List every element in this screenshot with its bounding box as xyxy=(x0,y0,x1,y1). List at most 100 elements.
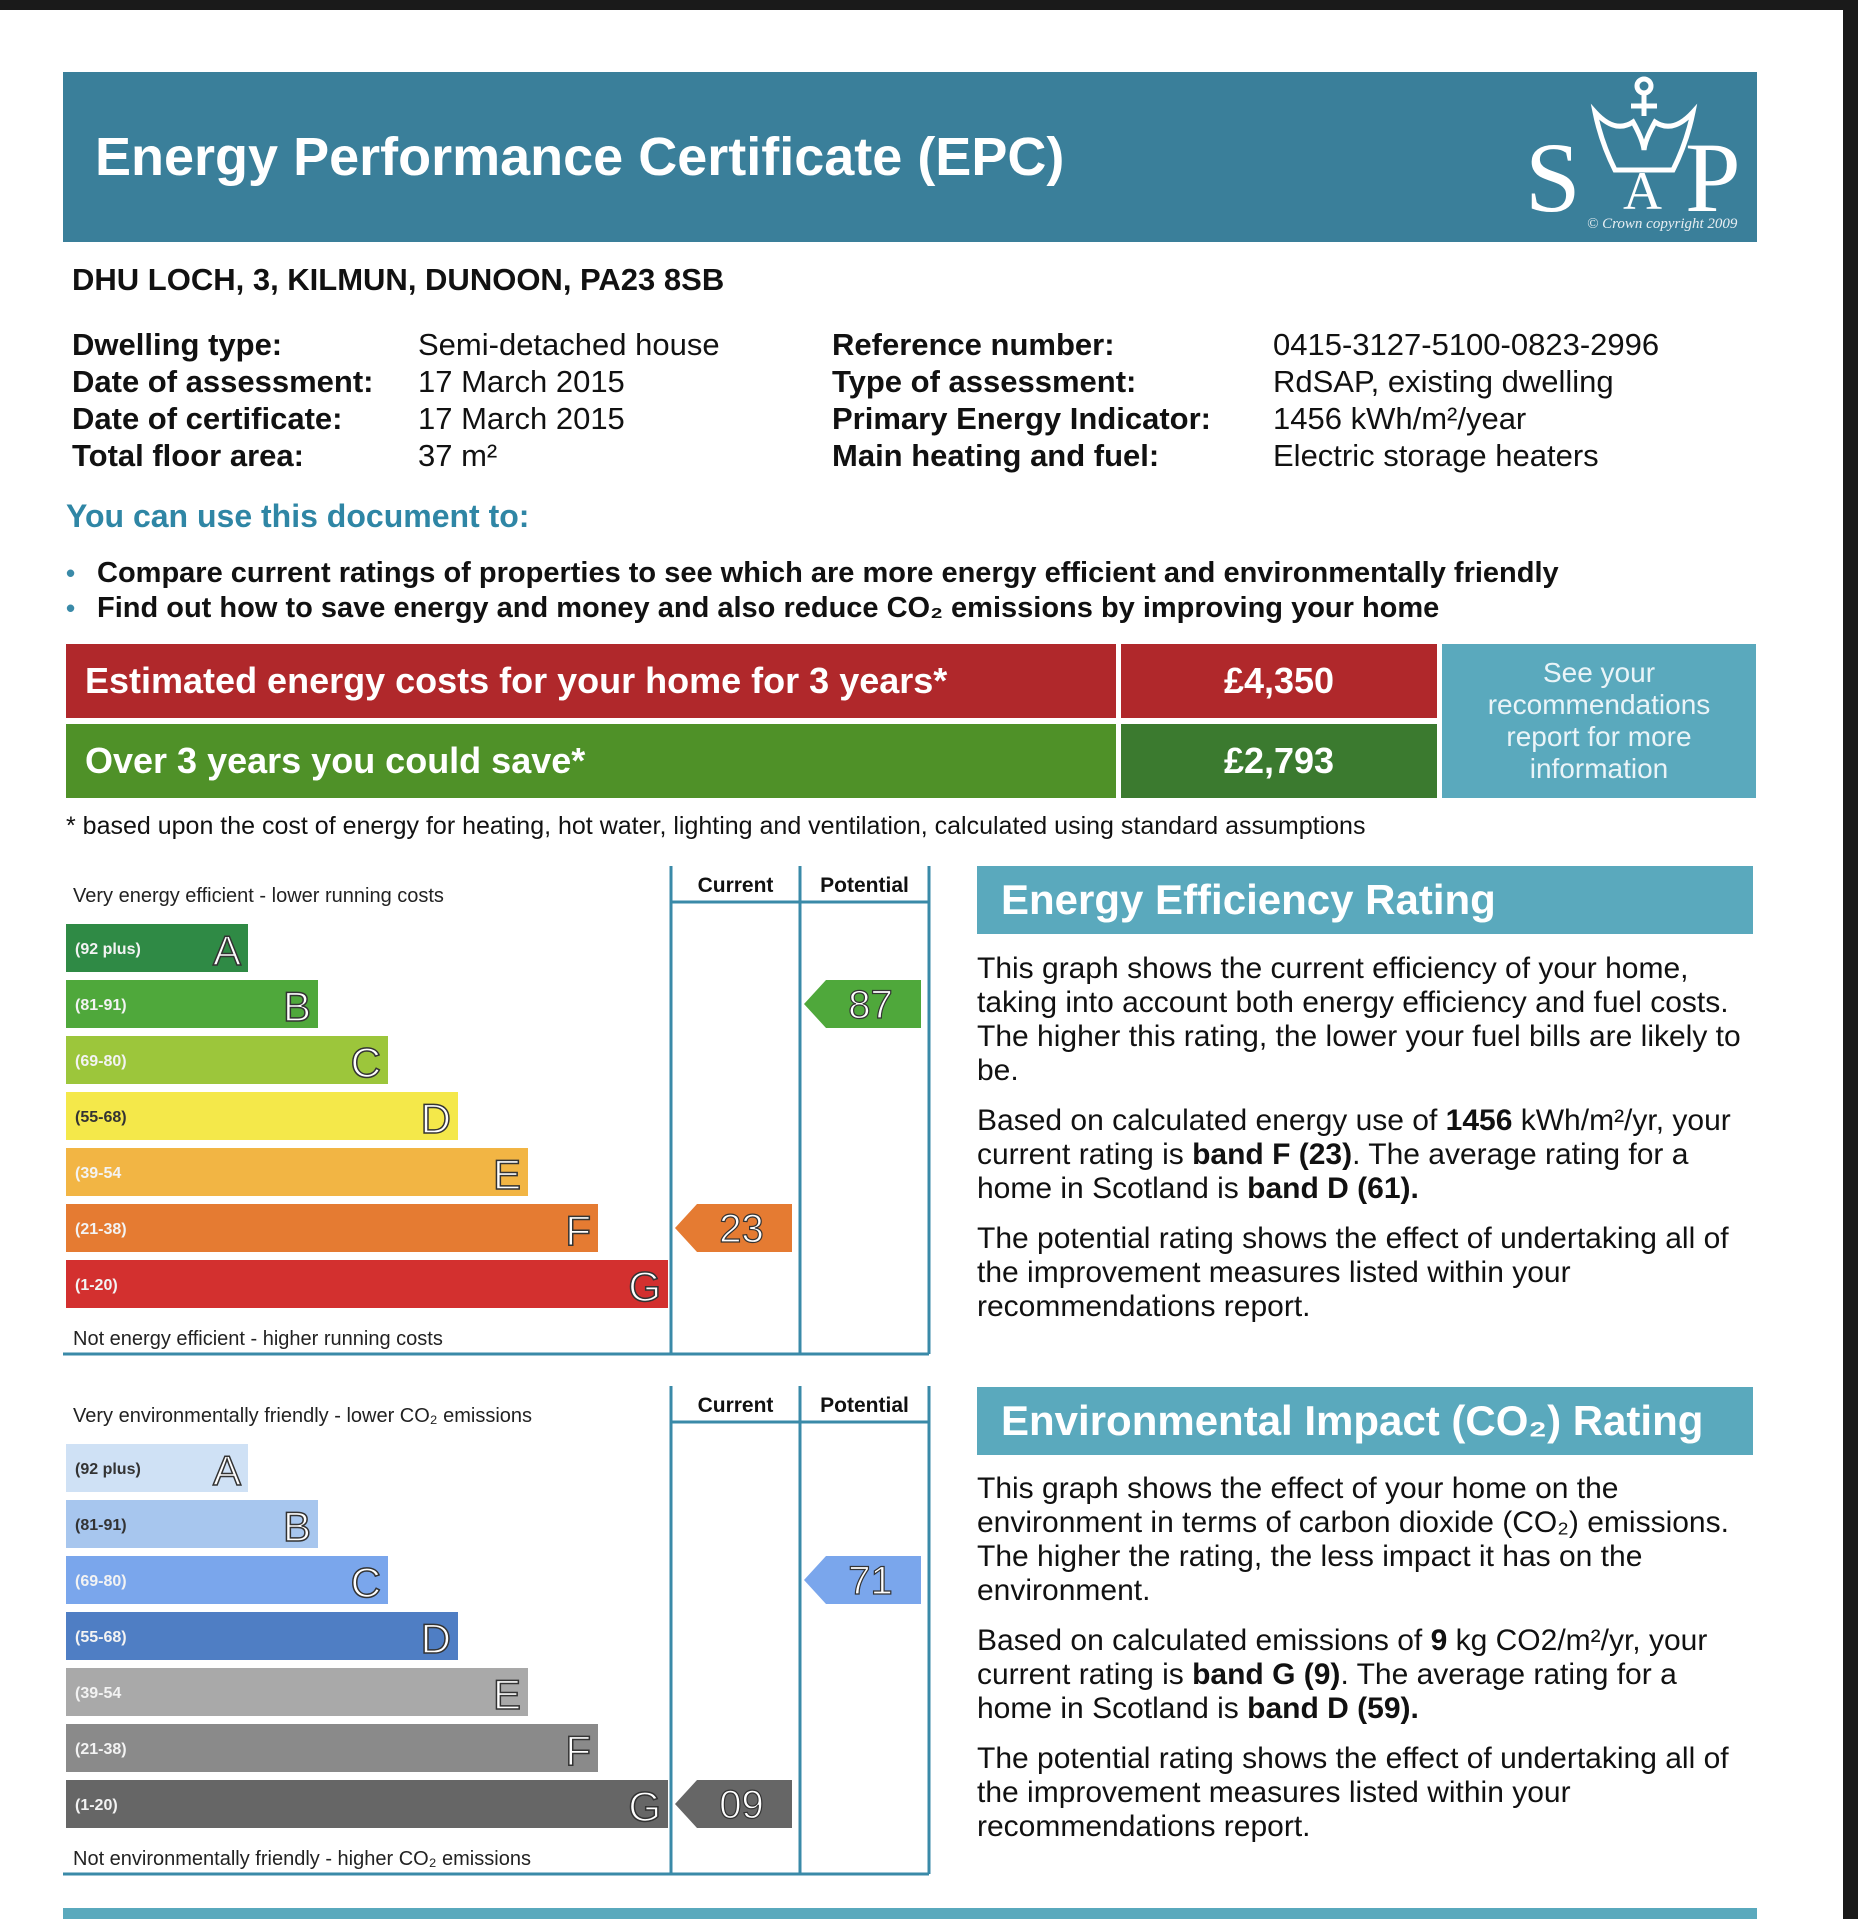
energy-band-b xyxy=(66,980,318,1028)
sap-letter-a: A xyxy=(1623,161,1662,221)
date-certificate-label: Date of certificate: xyxy=(72,401,343,436)
environmental-impact-description: This graph shows the effect of your home… xyxy=(977,1472,1757,1860)
primary-energy-label: Primary Energy Indicator: xyxy=(832,401,1212,436)
see-recommendations-box: See your recommendations report for more… xyxy=(1442,644,1756,798)
eer-paragraph-2: Based on calculated energy use of 1456 k… xyxy=(977,1104,1757,1206)
energy-band-range-a: (92 plus) xyxy=(75,941,141,958)
energy-band-letter-d: D xyxy=(421,1095,451,1142)
env-top-label: Very environmentally friendly - lower CO… xyxy=(73,1405,532,1427)
energy-band-d xyxy=(66,1092,458,1140)
right-border xyxy=(1843,0,1858,1919)
eer-p2-text-c: kWh/m²/yr, your current rating is xyxy=(977,1104,1731,1171)
use-document-heading: You can use this document to: xyxy=(66,498,530,534)
env-band-f xyxy=(66,1724,598,1772)
energy-top-label: Very energy efficient - lower running co… xyxy=(73,885,444,907)
energy-band-range-g: (1-20) xyxy=(75,1277,118,1294)
energy-band-g xyxy=(66,1260,668,1308)
savings-label: Over 3 years you could save* xyxy=(66,724,1116,798)
use-bullet-save: Find out how to save energy and money an… xyxy=(66,591,1559,626)
assessment-type-label: Type of assessment: xyxy=(832,364,1137,399)
epc-header: Energy Performance Certificate (EPC) S A… xyxy=(63,72,1757,242)
cost-footnote: * based upon the cost of energy for heat… xyxy=(66,812,1366,840)
energy-band-e xyxy=(66,1148,528,1196)
details-left-values: Semi-detached house 17 March 2015 17 Mar… xyxy=(418,326,720,474)
estimated-cost-label: Estimated energy costs for your home for… xyxy=(66,644,1116,718)
env-band-letter-d: D xyxy=(421,1615,451,1662)
eir-emissions: 9 xyxy=(1430,1624,1448,1657)
eir-p2-text-a: Based on calculated emissions of xyxy=(977,1624,1431,1657)
env-band-a xyxy=(66,1444,248,1492)
env-current-header: Current xyxy=(698,1394,774,1417)
floor-area-value: 37 m² xyxy=(418,438,498,473)
env-band-letter-g: G xyxy=(628,1783,661,1830)
energy-current-header: Current xyxy=(698,874,774,897)
crown-icon xyxy=(1590,76,1698,173)
eir-p2-text-e: . The average rating for a home in Scotl… xyxy=(977,1658,1677,1725)
savings-value: £2,793 xyxy=(1121,724,1437,798)
env-band-range-f: (21-38) xyxy=(75,1741,127,1758)
eer-current-band: band F (23) xyxy=(1192,1138,1353,1171)
details-right-labels: Reference number: Type of assessment: Pr… xyxy=(832,326,1211,474)
energy-band-letter-g: G xyxy=(628,1263,661,1310)
energy-frame xyxy=(63,866,931,1356)
energy-efficiency-description: This graph shows the current efficiency … xyxy=(977,952,1757,1340)
energy-potential-arrow xyxy=(804,980,921,1028)
dwelling-type-label: Dwelling type: xyxy=(72,327,283,362)
env-band-letter-f: F xyxy=(565,1727,591,1774)
env-band-letter-b: B xyxy=(283,1503,311,1550)
env-band-b xyxy=(66,1500,318,1548)
assessment-type-value: RdSAP, existing dwelling xyxy=(1273,364,1614,399)
energy-band-letter-e: E xyxy=(493,1151,521,1198)
env-frame xyxy=(63,1386,931,1876)
eir-paragraph-1: This graph shows the effect of your home… xyxy=(977,1472,1729,1607)
env-potential-header: Potential xyxy=(820,1394,909,1417)
env-svg: Current Potential Very environmentally fri… xyxy=(63,1386,931,1876)
eer-average-band: band D (61). xyxy=(1247,1172,1419,1205)
energy-band-range-f: (21-38) xyxy=(75,1221,127,1238)
energy-band-letter-f: F xyxy=(565,1207,591,1254)
use-bullet-compare: Compare current ratings of properties to… xyxy=(66,556,1559,591)
env-band-range-d: (55-68) xyxy=(75,1629,127,1646)
energy-bottom-label: Not energy efficient - higher running co… xyxy=(73,1328,443,1350)
env-potential-value: 71 xyxy=(848,1559,893,1603)
floor-area-label: Total floor area: xyxy=(72,438,304,473)
env-band-range-e: (39-54 xyxy=(75,1685,121,1702)
env-band-range-g: (1-20) xyxy=(75,1797,118,1814)
energy-band-f xyxy=(66,1204,598,1252)
energy-svg: Current Potential Very energy efficient - … xyxy=(63,866,931,1356)
energy-band-a xyxy=(66,924,248,972)
energy-band-letter-a: A xyxy=(213,927,241,974)
eir-average-band: band D (59). xyxy=(1247,1692,1419,1725)
top-border xyxy=(0,0,1858,10)
eir-paragraph-3: The potential rating shows the effect of… xyxy=(977,1742,1729,1843)
env-band-range-b: (81-91) xyxy=(75,1517,127,1534)
use-document-list: Compare current ratings of properties to… xyxy=(66,556,1559,626)
see-recommendations-text: See your recommendations report for more… xyxy=(1487,657,1711,784)
reference-number-value: 0415-3127-5100-0823-2996 xyxy=(1273,327,1660,362)
env-band-range-c: (69-80) xyxy=(75,1573,127,1590)
eer-energy-use: 1456 xyxy=(1445,1104,1513,1137)
energy-band-range-c: (69-80) xyxy=(75,1053,127,1070)
page-title: Energy Performance Certificate (EPC) xyxy=(95,127,1065,187)
eir-p2-text-c: kg CO2/m²/yr, your current rating is xyxy=(977,1624,1708,1691)
env-band-letter-a: A xyxy=(213,1447,241,1494)
env-current-arrow xyxy=(675,1780,792,1828)
energy-band-range-e: (39-54 xyxy=(75,1165,121,1182)
environmental-impact-heading: Environmental Impact (CO₂) Rating xyxy=(977,1387,1753,1455)
energy-potential-header: Potential xyxy=(820,874,909,897)
env-band-g xyxy=(66,1780,668,1828)
main-heating-label: Main heating and fuel: xyxy=(832,438,1160,473)
env-band-c xyxy=(66,1556,388,1604)
eir-paragraph-2: Based on calculated emissions of 9 kg CO… xyxy=(977,1624,1757,1726)
env-potential-arrow xyxy=(804,1556,921,1604)
date-certificate-value: 17 March 2015 xyxy=(418,401,625,436)
date-assessment-label: Date of assessment: xyxy=(72,364,374,399)
env-band-letter-c: C xyxy=(351,1559,381,1606)
energy-current-arrow xyxy=(675,1204,792,1252)
eir-current-band: band G (9) xyxy=(1192,1658,1341,1691)
bottom-strip xyxy=(63,1908,1757,1919)
energy-efficiency-heading: Energy Efficiency Rating xyxy=(977,866,1753,934)
energy-potential-value: 87 xyxy=(848,983,893,1027)
details-left-labels: Dwelling type: Date of assessment: Date … xyxy=(72,326,374,474)
energy-band-range-b: (81-91) xyxy=(75,997,127,1014)
